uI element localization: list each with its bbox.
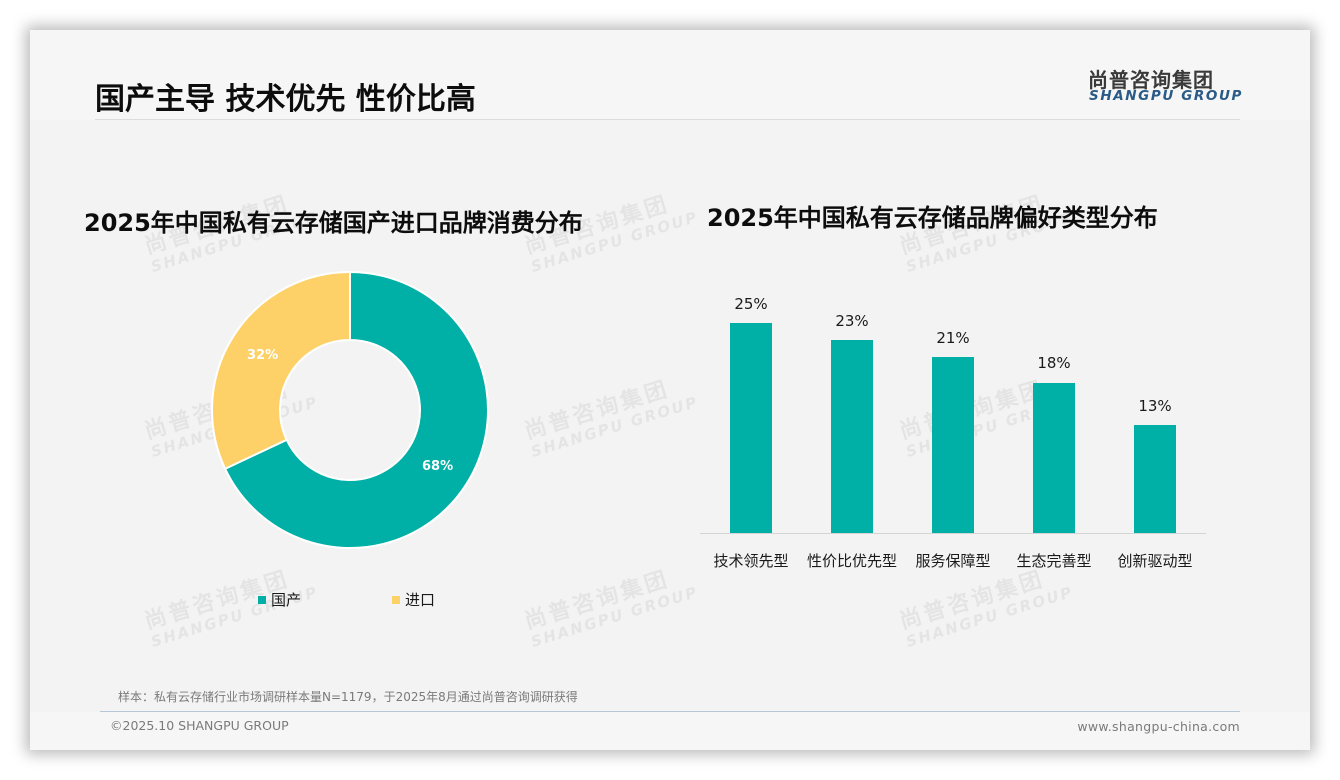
legend-label: 进口 — [405, 591, 436, 609]
website-link[interactable]: www.shangpu-china.com — [1077, 719, 1240, 734]
copyright: ©2025.10 SHANGPU GROUP — [110, 718, 289, 733]
donut-slice-1 — [211, 270, 351, 471]
donut-chart-title: 2025年中国私有云存储国产进口品牌消费分布 — [84, 209, 583, 237]
bar-value-label: 25% — [734, 295, 768, 313]
bar-cost-effective — [831, 340, 873, 533]
bar-value-label: 13% — [1138, 397, 1172, 415]
x-axis-label: 生态完善型 — [1016, 552, 1092, 570]
legend-item-domestic: 国产 — [258, 589, 301, 610]
sample-footnote: 样本：私有云存储行业市场调研样本量N=1179，于2025年8月通过尚普咨询调研… — [118, 690, 578, 704]
bar-value-label: 18% — [1037, 354, 1071, 372]
footer-divider — [100, 711, 1240, 712]
x-axis-label: 服务保障型 — [915, 552, 991, 570]
bar-innovation — [1134, 425, 1176, 533]
header-band — [30, 30, 1310, 120]
header-divider — [95, 119, 1240, 120]
legend-item-import: 进口 — [392, 589, 435, 610]
footer-band — [30, 712, 1310, 750]
x-axis-line — [700, 533, 1206, 534]
x-axis-label: 性价比优先型 — [806, 552, 897, 570]
bar-service — [932, 357, 974, 533]
logo-cn: 尚普咨询集团 — [1088, 68, 1214, 92]
legend-swatch — [392, 595, 400, 604]
x-axis-label: 创新驱动型 — [1117, 552, 1193, 570]
x-axis-label: 技术领先型 — [713, 552, 789, 570]
legend-label: 国产 — [271, 591, 302, 609]
slice-label-domestic: 68% — [422, 459, 454, 474]
bar-value-label: 23% — [835, 312, 869, 330]
logo-en: SHANGPU GROUP — [1089, 88, 1244, 104]
slice-label-import: 32% — [247, 348, 279, 363]
slide: 尚普咨询集团 SHANGPU GROUP 尚普咨询集团 SHANGPU GROUP … — [30, 30, 1310, 750]
page-title: 国产主导 技术优先 性价比高 — [95, 82, 476, 117]
donut-chart — [211, 270, 489, 549]
bar-value-label: 21% — [936, 329, 970, 347]
donut-slice-0 — [223, 270, 489, 549]
legend-swatch — [258, 595, 266, 604]
bar-tech-leading — [730, 323, 772, 533]
bar-chart-title: 2025年中国私有云存储品牌偏好类型分布 — [707, 204, 1158, 232]
bar-ecosystem — [1033, 383, 1075, 533]
